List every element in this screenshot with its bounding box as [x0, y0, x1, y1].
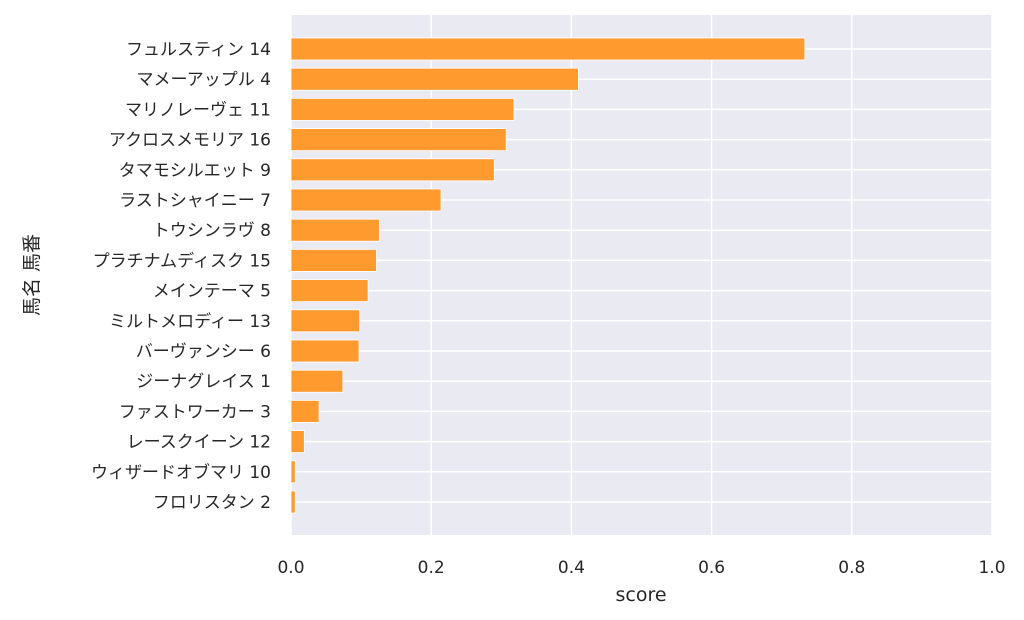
y-axis-label: 馬名 馬番 — [21, 234, 43, 316]
bars — [290, 37, 806, 514]
y-tick-label: ウィザードオブマリ 10 — [91, 462, 271, 483]
bar — [290, 158, 495, 182]
y-tick-label: ジーナグレイス 1 — [136, 372, 271, 392]
y-tick-label: マメーアップル 4 — [136, 70, 271, 90]
bar — [290, 460, 296, 484]
y-tick-label: プラチナムディスク 15 — [93, 250, 271, 271]
x-tick-label: 0.8 — [838, 558, 865, 578]
y-tick-label: フュルスティン 14 — [126, 40, 271, 60]
bar — [290, 37, 806, 61]
bar — [290, 309, 361, 333]
bar — [290, 490, 296, 514]
y-tick-label: ミルトメロディー 13 — [109, 311, 271, 332]
y-tick-labels: フュルスティン 14 マメーアップル 4 マリノレーヴェ 11 アクロスメモリア 16… — [91, 40, 271, 513]
x-tick-label: 0.4 — [558, 558, 585, 578]
bar — [290, 218, 380, 242]
x-tick-label: 0.0 — [277, 558, 304, 578]
x-tick-label: 0.6 — [698, 558, 725, 578]
y-tick-label: タマモシルエット 9 — [119, 161, 271, 181]
bar — [290, 399, 320, 423]
bar — [290, 67, 579, 91]
y-tick-label: メインテーマ 5 — [153, 282, 271, 302]
y-tick-label: バーヴァンシー 6 — [136, 342, 271, 362]
bar — [290, 430, 305, 454]
bar — [290, 369, 344, 393]
bar — [290, 339, 360, 363]
bar — [290, 248, 377, 272]
y-tick-label: ラストシャイニー 7 — [119, 191, 271, 211]
y-tick-label: レースクイーン 12 — [127, 433, 271, 453]
bar — [290, 279, 369, 303]
x-axis-label: score — [615, 584, 666, 606]
bar — [290, 188, 442, 212]
y-tick-label: トウシンラヴ 8 — [153, 221, 271, 241]
y-tick-label: ファストワーカー 3 — [119, 402, 271, 422]
plot-background — [291, 15, 992, 535]
y-tick-label: フロリスタン 2 — [153, 493, 271, 513]
bar — [290, 98, 515, 121]
y-tick-label: マリノレーヴェ 11 — [125, 100, 271, 120]
x-tick-label: 1.0 — [978, 558, 1005, 578]
y-tick-label: アクロスメモリア 16 — [109, 131, 271, 151]
x-tick-labels: 0.0 0.2 0.4 0.6 0.8 1.0 — [277, 558, 1005, 578]
x-tick-label: 0.2 — [418, 558, 445, 578]
bar — [290, 128, 507, 152]
